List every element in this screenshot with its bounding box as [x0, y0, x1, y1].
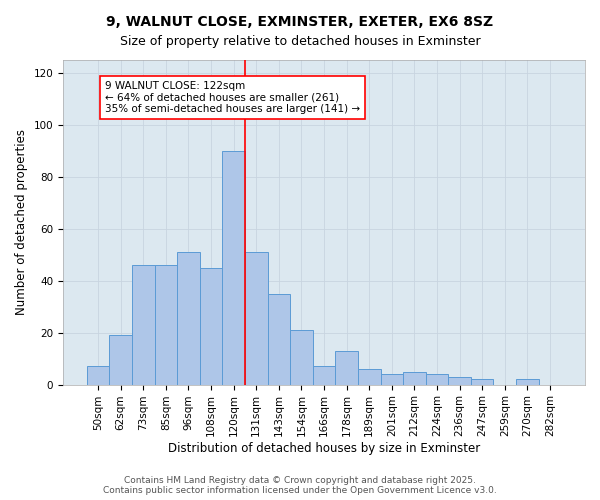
Bar	[223, 151, 245, 384]
Bar	[132, 265, 155, 384]
Bar	[313, 366, 335, 384]
Bar	[448, 377, 471, 384]
X-axis label: Distribution of detached houses by size in Exminster: Distribution of detached houses by size …	[168, 442, 480, 455]
Bar	[268, 294, 290, 384]
Bar	[380, 374, 403, 384]
Bar	[290, 330, 313, 384]
Bar	[335, 351, 358, 384]
Bar	[425, 374, 448, 384]
Bar	[155, 265, 177, 384]
Bar	[403, 372, 425, 384]
Bar	[87, 366, 109, 384]
Text: Size of property relative to detached houses in Exminster: Size of property relative to detached ho…	[119, 35, 481, 48]
Text: Contains HM Land Registry data © Crown copyright and database right 2025.
Contai: Contains HM Land Registry data © Crown c…	[103, 476, 497, 495]
Bar	[471, 380, 493, 384]
Bar	[177, 252, 200, 384]
Bar	[358, 369, 380, 384]
Text: 9 WALNUT CLOSE: 122sqm
← 64% of detached houses are smaller (261)
35% of semi-de: 9 WALNUT CLOSE: 122sqm ← 64% of detached…	[105, 81, 360, 114]
Text: 9, WALNUT CLOSE, EXMINSTER, EXETER, EX6 8SZ: 9, WALNUT CLOSE, EXMINSTER, EXETER, EX6 …	[106, 15, 494, 29]
Bar	[109, 336, 132, 384]
Bar	[245, 252, 268, 384]
Bar	[200, 268, 223, 384]
Bar	[516, 380, 539, 384]
Y-axis label: Number of detached properties: Number of detached properties	[15, 130, 28, 316]
